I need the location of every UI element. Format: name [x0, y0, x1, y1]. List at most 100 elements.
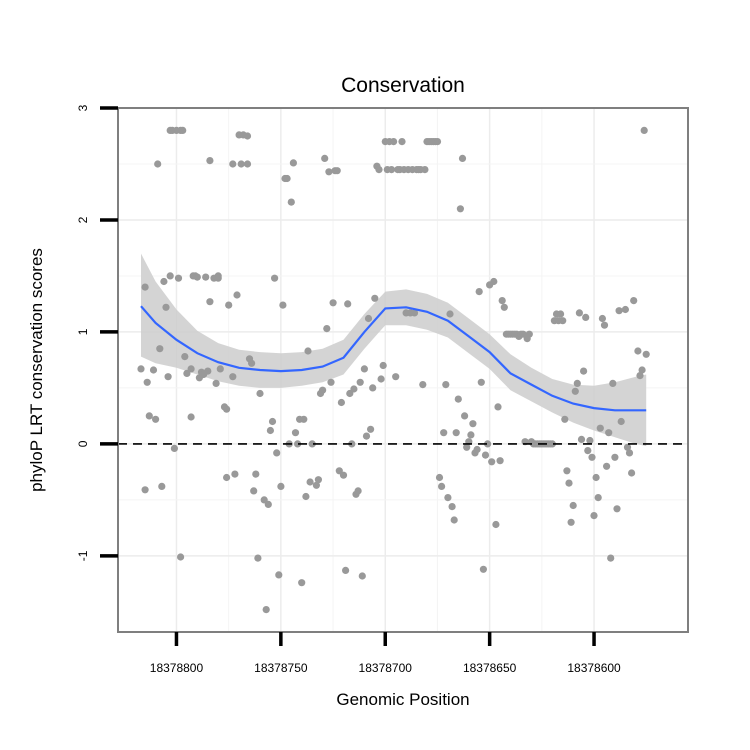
data-point: [392, 373, 400, 381]
data-point: [484, 440, 492, 448]
data-point: [481, 451, 490, 459]
data-point: [592, 473, 600, 482]
confidence-band: [141, 253, 647, 447]
smooth-line: [140, 305, 647, 412]
data-point: [174, 274, 183, 282]
data-point: [212, 379, 220, 387]
data-point: [473, 445, 481, 454]
data-point: [594, 494, 602, 502]
data-point: [379, 361, 387, 370]
data-point: [250, 487, 258, 495]
data-point: [454, 395, 462, 403]
data-point: [582, 313, 590, 321]
data-point: [628, 469, 636, 477]
data-point: [323, 325, 331, 333]
data-point: [273, 449, 281, 457]
data-point: [233, 291, 241, 299]
data-point: [623, 443, 632, 451]
data-point: [327, 378, 335, 386]
data-point: [410, 309, 419, 317]
data-point: [421, 166, 429, 174]
data-point: [214, 274, 222, 282]
data-point: [325, 168, 333, 176]
data-point: [640, 126, 648, 134]
data-point: [254, 554, 262, 562]
data-point: [312, 481, 320, 489]
data-point: [603, 462, 611, 470]
data-point: [573, 379, 581, 387]
data-point: [283, 174, 291, 183]
data-point: [398, 138, 406, 146]
data-point: [467, 431, 475, 439]
y-tick-label: 0: [76, 440, 90, 447]
data-point: [364, 314, 373, 323]
data-point: [156, 345, 164, 353]
data-point: [371, 294, 379, 302]
data-point: [141, 486, 149, 494]
x-tick-label: 18378650: [463, 661, 517, 675]
data-point: [187, 413, 195, 421]
confidence-band-layer: [141, 253, 647, 447]
data-point: [149, 366, 158, 374]
data-points: [137, 126, 650, 614]
chart-title: Conservation: [341, 74, 465, 97]
data-point: [302, 492, 310, 501]
data-point: [137, 365, 145, 373]
data-point: [223, 405, 231, 413]
data-point: [557, 310, 565, 318]
data-point: [304, 347, 312, 355]
data-point: [298, 579, 306, 587]
data-point: [494, 403, 502, 411]
data-point: [294, 440, 302, 448]
data-point: [636, 372, 644, 380]
x-tick-label: 18378750: [254, 661, 308, 675]
data-point: [206, 298, 214, 306]
data-point: [477, 378, 485, 386]
data-point: [187, 365, 195, 373]
data-point: [362, 432, 371, 440]
data-point: [160, 277, 168, 286]
data-point: [442, 381, 450, 389]
data-point: [577, 435, 586, 443]
data-point: [475, 288, 483, 296]
data-point: [237, 160, 245, 168]
data-point: [584, 447, 592, 455]
data-point: [337, 398, 345, 407]
data-point: [571, 387, 579, 395]
data-point: [588, 453, 596, 461]
y-axis-label: phyloP LRT conservation scores: [27, 248, 46, 492]
data-point: [621, 305, 630, 314]
y-tick-label: -1: [76, 550, 90, 561]
data-point: [438, 482, 446, 490]
data-point: [461, 412, 469, 420]
data-point: [164, 373, 172, 381]
data-point: [500, 303, 508, 311]
data-point: [561, 415, 569, 423]
data-point: [580, 367, 588, 375]
data-point: [638, 366, 646, 374]
data-point: [565, 479, 573, 487]
data-point: [367, 425, 375, 433]
data-point: [342, 566, 350, 575]
data-point: [498, 297, 506, 305]
data-point: [193, 273, 201, 281]
data-point: [170, 444, 178, 452]
data-point: [569, 501, 577, 510]
data-point: [143, 378, 151, 386]
data-point: [243, 132, 252, 140]
data-point: [162, 303, 170, 311]
data-point: [256, 389, 264, 398]
data-point: [596, 424, 604, 432]
axis-ticks: 18378800 18378750 18378700 18378650 18378600…: [76, 104, 621, 675]
data-point: [360, 365, 368, 373]
data-point: [271, 274, 279, 282]
data-point: [490, 277, 498, 286]
data-point: [183, 369, 191, 377]
data-point: [450, 516, 458, 524]
data-point: [319, 386, 327, 394]
data-point: [469, 420, 477, 428]
data-point: [590, 511, 598, 520]
data-point: [463, 443, 471, 451]
data-point: [358, 572, 366, 580]
